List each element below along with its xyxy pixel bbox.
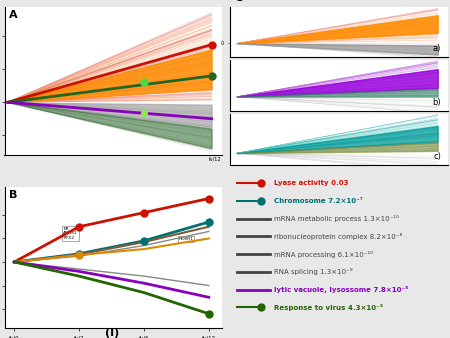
- Text: (I): (I): [105, 328, 120, 338]
- Text: RNA splicing 1.3×10⁻⁹: RNA splicing 1.3×10⁻⁹: [274, 268, 352, 275]
- Text: lytic vacuole, lysossome 7.8×10⁻⁵: lytic vacuole, lysossome 7.8×10⁻⁵: [274, 286, 408, 293]
- Text: b): b): [432, 98, 441, 107]
- Text: mRNA processing 6.1×10⁻¹⁰: mRNA processing 6.1×10⁻¹⁰: [274, 251, 373, 258]
- Text: C: C: [235, 0, 243, 3]
- Text: A: A: [9, 10, 18, 20]
- Text: ER
ADRS1
RTX2: ER ADRS1 RTX2: [63, 227, 78, 240]
- Text: HDKR1: HDKR1: [179, 237, 194, 241]
- Text: mRNA metabolic process 1.3×10⁻¹⁰: mRNA metabolic process 1.3×10⁻¹⁰: [274, 215, 399, 222]
- Text: Response to virus 4.3×10⁻³: Response to virus 4.3×10⁻³: [274, 304, 383, 311]
- Text: Chromosome 7.2×10⁻⁷: Chromosome 7.2×10⁻⁷: [274, 198, 363, 204]
- Text: B: B: [9, 190, 17, 199]
- Text: ribonucleoprotein complex 8.2×10⁻⁸: ribonucleoprotein complex 8.2×10⁻⁸: [274, 233, 402, 240]
- Text: fv/12: fv/12: [209, 156, 222, 162]
- Text: Lyase activity 0.03: Lyase activity 0.03: [274, 180, 348, 186]
- Text: a): a): [433, 44, 441, 53]
- Text: c): c): [433, 152, 441, 161]
